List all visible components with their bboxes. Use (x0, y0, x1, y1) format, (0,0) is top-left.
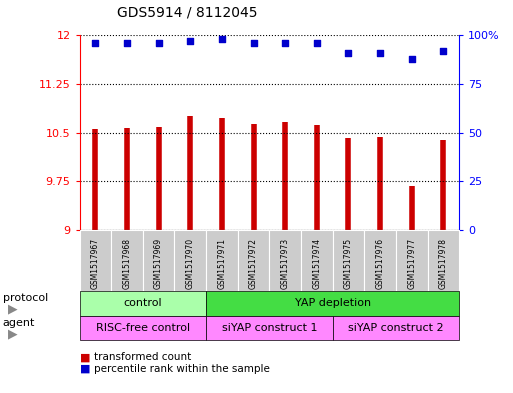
Text: agent: agent (3, 318, 35, 328)
Point (407, 55, 416, 62)
Text: GSM1517970: GSM1517970 (186, 238, 195, 289)
Text: control: control (124, 298, 162, 308)
Text: GSM1517974: GSM1517974 (312, 238, 321, 289)
Text: siYAP construct 2: siYAP construct 2 (348, 323, 444, 333)
Point (376, 50, 384, 56)
Point (218, 36, 226, 42)
Point (249, 40, 258, 46)
Text: GSM1517973: GSM1517973 (281, 238, 290, 289)
Text: GSM1517967: GSM1517967 (91, 238, 100, 289)
Text: ■: ■ (80, 352, 90, 362)
Text: GSM1517968: GSM1517968 (123, 238, 131, 289)
Text: GSM1517975: GSM1517975 (344, 238, 353, 289)
Point (91, 40, 100, 46)
Point (281, 40, 289, 46)
Point (439, 48, 447, 54)
Text: percentile rank within the sample: percentile rank within the sample (94, 364, 270, 374)
Text: GSM1517972: GSM1517972 (249, 238, 258, 289)
Point (186, 38, 194, 44)
Point (344, 50, 352, 56)
Point (154, 40, 163, 46)
Text: GSM1517969: GSM1517969 (154, 238, 163, 289)
Text: ▶: ▶ (8, 303, 17, 316)
Point (312, 40, 321, 46)
Text: GSM1517978: GSM1517978 (439, 238, 448, 289)
Text: ▶: ▶ (8, 327, 17, 340)
Text: RISC-free control: RISC-free control (96, 323, 190, 333)
Point (123, 40, 131, 46)
Text: transformed count: transformed count (94, 352, 191, 362)
Text: GSM1517976: GSM1517976 (376, 238, 385, 289)
Text: GSM1517971: GSM1517971 (218, 238, 226, 289)
Text: GSM1517977: GSM1517977 (407, 238, 416, 289)
Text: GDS5914 / 8112045: GDS5914 / 8112045 (117, 6, 258, 20)
Text: ■: ■ (80, 364, 90, 374)
Text: protocol: protocol (3, 294, 48, 303)
Text: YAP depletion: YAP depletion (294, 298, 371, 308)
Text: siYAP construct 1: siYAP construct 1 (222, 323, 317, 333)
